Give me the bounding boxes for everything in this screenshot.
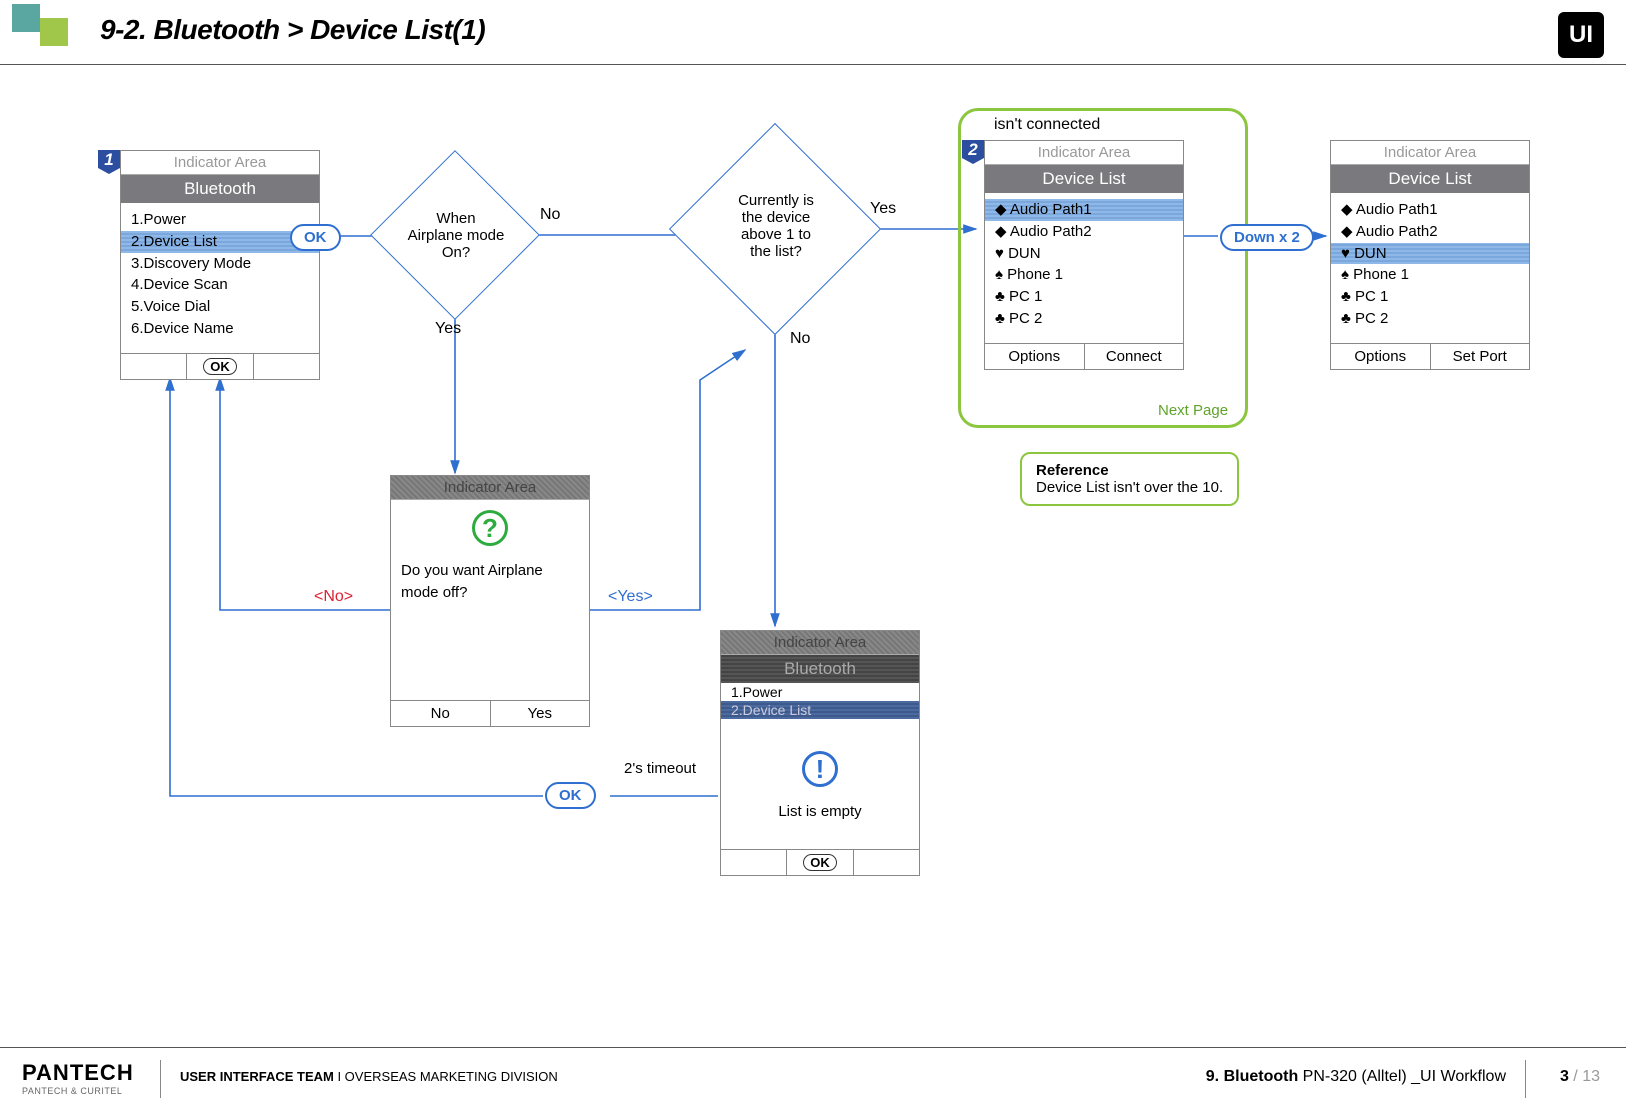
list-item: 4.Device Scan bbox=[131, 274, 309, 296]
list-body: ◆ Audio Path1 ◆ Audio Path2 ♥ DUN ♠ Phon… bbox=[1331, 193, 1529, 343]
list-item: ♥ DUN bbox=[1331, 243, 1529, 265]
exclaim-icon: ! bbox=[802, 751, 838, 787]
step-badge-1: 1 bbox=[98, 150, 120, 174]
edge-label-yes: Yes bbox=[435, 320, 461, 338]
edge-label-yes-bracket: <Yes> bbox=[608, 588, 653, 606]
list-item: 3.Discovery Mode bbox=[131, 253, 309, 275]
list-item: ◆ Audio Path1 bbox=[1341, 199, 1519, 221]
softkey-bar: Options Connect bbox=[985, 343, 1183, 369]
list-item: 2.Device List bbox=[721, 701, 919, 719]
list-item: ♣ PC 2 bbox=[1341, 308, 1519, 330]
screen-airplane-popup: Indicator Area ? Do you want Airplane mo… bbox=[390, 475, 590, 727]
screen-title: Bluetooth bbox=[121, 175, 319, 203]
footer-page-number: 3 / 13 bbox=[1560, 1068, 1600, 1086]
popup-body: ! List is empty bbox=[721, 719, 919, 849]
softkey-right bbox=[853, 850, 919, 875]
list-item: ♣ PC 1 bbox=[995, 286, 1173, 308]
screen-title: Device List bbox=[1331, 165, 1529, 193]
softkey-center: OK bbox=[186, 354, 252, 379]
softkey-left: No bbox=[391, 701, 490, 726]
list-item: ♠ Phone 1 bbox=[1341, 264, 1519, 286]
corner-square-teal bbox=[12, 4, 40, 32]
indicator-area: Indicator Area bbox=[1331, 141, 1529, 165]
corner-square-green bbox=[40, 18, 68, 46]
footer-team: USER INTERFACE TEAM I OVERSEAS MARKETING… bbox=[180, 1069, 558, 1084]
softkey-right: Set Port bbox=[1430, 344, 1530, 369]
softkey-bar: OK bbox=[121, 353, 319, 379]
softkey-left: Options bbox=[985, 344, 1084, 369]
footer-separator bbox=[160, 1060, 161, 1098]
ui-logo-icon: UI bbox=[1558, 12, 1604, 58]
reference-note: Reference Device List isn't over the 10. bbox=[1020, 452, 1239, 506]
softkey-bar: No Yes bbox=[391, 700, 589, 726]
group-caption: isn't connected bbox=[994, 116, 1100, 134]
list-item: ♠ Phone 1 bbox=[995, 264, 1173, 286]
list-item: ♣ PC 1 bbox=[1341, 286, 1519, 308]
decision-device-label: Currently isthe deviceabove 1 tothe list… bbox=[716, 192, 836, 260]
softkey-bar: OK bbox=[721, 849, 919, 875]
edge-label-no: No bbox=[790, 330, 810, 348]
list-item: ◆ Audio Path2 bbox=[995, 221, 1173, 243]
screen-list-empty: Indicator Area Bluetooth 1.Power 2.Devic… bbox=[720, 630, 920, 876]
softkey-center: OK bbox=[786, 850, 852, 875]
list-item: ♥ DUN bbox=[995, 243, 1173, 265]
action-down-pill: Down x 2 bbox=[1220, 224, 1314, 251]
list-body: ◆ Audio Path1 ◆ Audio Path2 ♥ DUN ♠ Phon… bbox=[985, 193, 1183, 343]
edge-label-timeout: 2's timeout bbox=[624, 760, 696, 777]
brand-logo: PANTECH PANTECH & CURITEL bbox=[22, 1060, 134, 1096]
screen-device-list-scrolled: Indicator Area Device List ◆ Audio Path1… bbox=[1330, 140, 1530, 370]
softkey-right: Yes bbox=[490, 701, 590, 726]
next-page-label: Next Page bbox=[1158, 402, 1228, 419]
list-item: ◆ Audio Path2 bbox=[1341, 221, 1519, 243]
indicator-area: Indicator Area bbox=[985, 141, 1183, 165]
decision-airplane-label: WhenAirplane modeOn? bbox=[400, 210, 512, 261]
softkey-bar: Options Set Port bbox=[1331, 343, 1529, 369]
indicator-area: Indicator Area bbox=[121, 151, 319, 175]
screen-bluetooth-menu: Indicator Area Bluetooth 1.Power 2.Devic… bbox=[120, 150, 320, 380]
list-item: ◆ Audio Path1 bbox=[985, 199, 1183, 221]
header-rule bbox=[0, 64, 1626, 65]
edge-label-no: No bbox=[540, 206, 560, 224]
action-ok-pill: OK bbox=[290, 224, 341, 251]
popup-message: Do you want Airplane mode off? bbox=[401, 560, 579, 604]
list-item: 1.Power bbox=[131, 209, 309, 231]
softkey-left bbox=[721, 850, 786, 875]
softkey-left bbox=[121, 354, 186, 379]
popup-message: List is empty bbox=[778, 801, 861, 823]
list-item: 1.Power bbox=[721, 683, 919, 701]
footer-separator-2 bbox=[1525, 1060, 1526, 1098]
popup-body: ? Do you want Airplane mode off? bbox=[391, 500, 589, 700]
footer-rule bbox=[0, 1047, 1626, 1048]
softkey-left: Options bbox=[1331, 344, 1430, 369]
indicator-area: Indicator Area bbox=[721, 631, 919, 655]
flow-canvas: 1 Indicator Area Bluetooth 1.Power 2.Dev… bbox=[0, 80, 1626, 1020]
list-item: 5.Voice Dial bbox=[131, 296, 309, 318]
screen-title: Bluetooth bbox=[721, 655, 919, 683]
indicator-area: Indicator Area bbox=[391, 476, 589, 500]
list-item: 6.Device Name bbox=[131, 318, 309, 340]
menu-body: 1.Power 2.Device List 3.Discovery Mode 4… bbox=[121, 203, 319, 353]
softkey-right bbox=[253, 354, 319, 379]
action-ok-pill: OK bbox=[545, 782, 596, 809]
screen-device-list: Indicator Area Device List ◆ Audio Path1… bbox=[984, 140, 1184, 370]
edge-label-yes: Yes bbox=[870, 200, 896, 218]
question-icon: ? bbox=[472, 510, 508, 546]
softkey-right: Connect bbox=[1084, 344, 1184, 369]
footer-section: 9. Bluetooth PN-320 (Alltel) _UI Workflo… bbox=[1206, 1068, 1506, 1086]
edge-label-no-bracket: <No> bbox=[314, 588, 353, 606]
screen-title: Device List bbox=[985, 165, 1183, 193]
page-title: 9-2. Bluetooth > Device List(1) bbox=[100, 14, 485, 46]
list-item: ♣ PC 2 bbox=[995, 308, 1173, 330]
